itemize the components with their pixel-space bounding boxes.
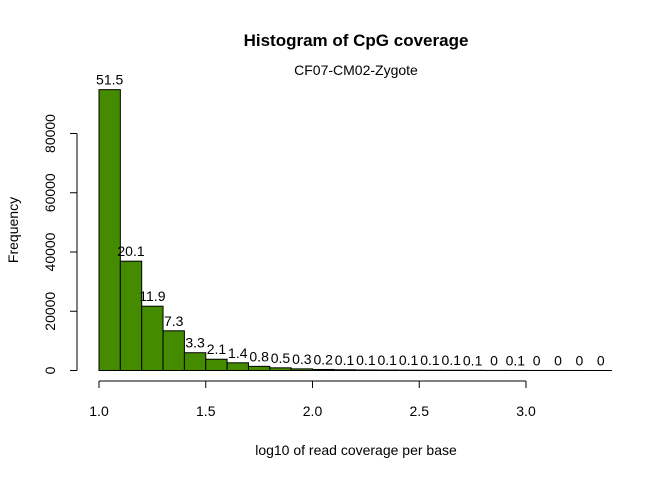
bar-value-label: 0.3 [292,351,312,367]
bar-label-group: 51.520.111.97.33.3 2.1 1.4 0.8 0.5 0.3 0.2 0.1 0… [96,72,605,369]
bar-value-label: 0 [533,352,541,368]
bar-value-label: 0.1 [335,352,355,368]
bar-value-label: 0 [575,352,583,368]
bar-value-label: 0.1 [506,352,526,368]
x-axis: 1.0 1.5 2.0 2.5 3.0 [89,380,536,419]
x-tick-label: 1.0 [89,403,109,419]
chart-title: Histogram of CpG coverage [244,31,469,50]
histogram-bar [183,352,207,372]
bar-value-label: 0.1 [356,352,376,368]
histogram-bar [205,358,228,371]
histogram-bar [333,369,356,371]
bar-value-label: 0.1 [420,352,440,368]
histogram-bar [247,365,271,372]
bar-value-label: 0 [554,352,562,368]
y-axis-label: Frequency [5,197,21,263]
bar-value-label: 2.1 [207,341,227,357]
bar-value-label: 0 [490,352,498,368]
bar-value-label: 0.5 [271,350,291,366]
bar-value-label: 0.1 [399,352,419,368]
histogram-bar [226,362,249,371]
histogram-bar [269,367,292,371]
y-tick-label: 60000 [42,173,58,212]
histogram-bar [290,368,313,372]
bar-value-label: 0 [597,352,605,368]
y-tick-label: 20000 [42,292,58,331]
bar-value-label: 51.5 [96,72,123,88]
x-tick-label: 2.0 [303,403,323,419]
x-tick-label: 3.0 [516,403,536,419]
x-axis-label: log10 of read coverage per base [255,442,457,458]
histogram-bar [141,305,164,371]
y-tick-label: 40000 [42,232,58,271]
chart-subtitle: CF07-CM02-Zygote [294,62,418,78]
histogram-bar [312,368,335,372]
bar-value-label: 0.1 [377,352,397,368]
histogram-bar [354,369,378,371]
bar-value-label: 0.2 [313,351,333,367]
bar-value-label: 1.4 [228,345,248,361]
bar-value-label: 20.1 [117,243,144,259]
bar-value-label: 7.3 [164,313,184,329]
y-tick-label: 80000 [42,114,58,153]
y-axis: 0 20000 40000 60000 80000 [42,114,78,374]
histogram-bar [162,330,185,371]
x-tick-label: 2.5 [410,403,430,419]
bar-value-label: 0.1 [463,352,483,368]
y-tick-label: 0 [42,366,58,374]
bar-value-label: 0.8 [249,348,269,364]
x-tick-label: 1.5 [196,403,216,419]
bar-value-label: 3.3 [185,335,205,351]
bar-value-label: 0.1 [442,352,462,368]
bar-group [98,89,612,372]
histogram-bar [119,260,143,371]
histogram-bar [98,89,121,371]
bar-value-label: 11.9 [139,288,165,304]
